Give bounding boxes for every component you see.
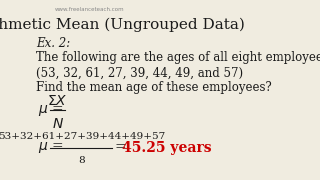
Text: Ex. 2:: Ex. 2: <box>36 37 70 50</box>
Text: (53, 32, 61, 27, 39, 44, 49, and 57): (53, 32, 61, 27, 39, 44, 49, and 57) <box>36 67 243 80</box>
Text: $N$: $N$ <box>52 117 64 131</box>
Text: $\mu$ =: $\mu$ = <box>38 103 64 118</box>
Text: 45.25 years: 45.25 years <box>122 141 211 155</box>
Text: www.freelanceteach.com: www.freelanceteach.com <box>55 7 125 12</box>
Text: 53+32+61+27+39+44+49+57: 53+32+61+27+39+44+49+57 <box>0 132 165 141</box>
Text: $\mu$ =: $\mu$ = <box>38 140 64 155</box>
Text: $\Sigma X$: $\Sigma X$ <box>47 94 68 108</box>
Text: The Arithmetic Mean (Ungrouped Data): The Arithmetic Mean (Ungrouped Data) <box>0 17 245 32</box>
Text: Find the mean age of these employees?: Find the mean age of these employees? <box>36 81 272 94</box>
Text: =: = <box>114 141 126 155</box>
Text: The following are the ages of all eight employees of a small company: The following are the ages of all eight … <box>36 51 320 64</box>
Text: 8: 8 <box>78 156 85 165</box>
